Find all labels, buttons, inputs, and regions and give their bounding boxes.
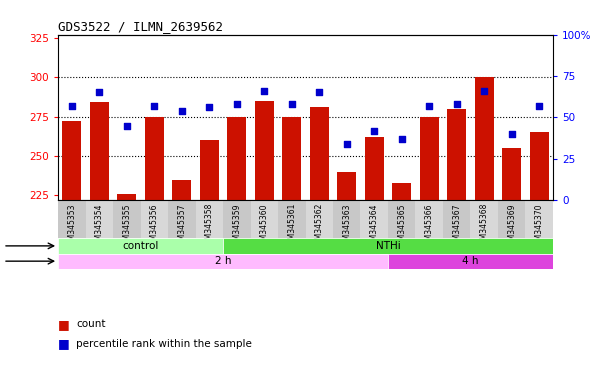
Text: ■: ■ xyxy=(58,318,70,331)
Point xyxy=(507,131,517,137)
Bar xyxy=(172,180,191,200)
Bar xyxy=(255,101,274,200)
Bar xyxy=(58,200,86,238)
Bar xyxy=(502,148,521,200)
Text: GSM345356: GSM345356 xyxy=(150,203,159,250)
Bar xyxy=(282,116,301,200)
Point xyxy=(424,103,434,109)
Bar xyxy=(200,140,219,200)
Bar xyxy=(475,77,494,200)
Text: GSM345369: GSM345369 xyxy=(507,203,516,250)
Text: GSM345357: GSM345357 xyxy=(177,203,186,250)
Point xyxy=(67,103,77,109)
Bar xyxy=(420,116,439,200)
Text: GDS3522 / ILMN_2639562: GDS3522 / ILMN_2639562 xyxy=(58,20,223,33)
Text: ■: ■ xyxy=(58,337,70,350)
Point xyxy=(95,89,104,96)
Text: GSM345362: GSM345362 xyxy=(315,203,324,250)
Bar xyxy=(223,200,251,238)
Text: GSM345366: GSM345366 xyxy=(425,203,434,250)
Bar xyxy=(62,121,81,200)
Text: GSM345355: GSM345355 xyxy=(122,203,131,250)
Bar xyxy=(360,200,388,238)
Point xyxy=(342,141,352,147)
Text: GSM345363: GSM345363 xyxy=(342,203,351,250)
Bar xyxy=(530,132,549,200)
Text: count: count xyxy=(76,319,106,329)
Point xyxy=(232,101,242,107)
Bar xyxy=(447,109,466,200)
Text: GSM345370: GSM345370 xyxy=(535,203,544,250)
Text: GSM345367: GSM345367 xyxy=(452,203,461,250)
Bar xyxy=(498,200,525,238)
Text: control: control xyxy=(122,241,159,251)
Bar xyxy=(141,200,168,238)
Text: GSM345365: GSM345365 xyxy=(397,203,406,250)
Point xyxy=(122,122,132,129)
Text: GSM345359: GSM345359 xyxy=(232,203,241,250)
Bar xyxy=(227,116,246,200)
Point xyxy=(452,101,462,107)
Text: GSM345353: GSM345353 xyxy=(67,203,76,250)
Point xyxy=(480,88,489,94)
Bar xyxy=(306,200,333,238)
Text: GSM345368: GSM345368 xyxy=(480,203,489,250)
Bar xyxy=(251,200,278,238)
Bar xyxy=(58,253,388,269)
Point xyxy=(204,104,214,111)
Bar xyxy=(278,200,306,238)
Bar xyxy=(388,253,553,269)
Text: GSM345361: GSM345361 xyxy=(287,203,296,250)
Bar xyxy=(525,200,553,238)
Text: GSM345354: GSM345354 xyxy=(95,203,104,250)
Bar xyxy=(443,200,470,238)
Bar xyxy=(223,238,553,253)
Bar xyxy=(196,200,223,238)
Point xyxy=(287,101,297,107)
Bar xyxy=(86,200,113,238)
Point xyxy=(369,127,379,134)
Bar xyxy=(333,200,360,238)
Point xyxy=(315,89,324,96)
Bar xyxy=(58,238,223,253)
Bar xyxy=(365,137,384,200)
Text: 4 h: 4 h xyxy=(462,256,479,266)
Text: GSM345364: GSM345364 xyxy=(370,203,379,250)
Text: GSM345360: GSM345360 xyxy=(260,203,269,250)
Bar xyxy=(337,172,356,200)
Bar xyxy=(388,200,415,238)
Point xyxy=(149,103,159,109)
Bar xyxy=(310,107,329,200)
Point xyxy=(397,136,407,142)
Bar xyxy=(90,102,109,200)
Text: 2 h: 2 h xyxy=(214,256,232,266)
Bar xyxy=(392,183,411,200)
Point xyxy=(177,108,187,114)
Point xyxy=(259,88,269,94)
Bar xyxy=(145,116,164,200)
Text: percentile rank within the sample: percentile rank within the sample xyxy=(76,339,252,349)
Text: NTHi: NTHi xyxy=(376,241,400,251)
Text: GSM345358: GSM345358 xyxy=(205,203,214,250)
Bar xyxy=(117,194,136,200)
Bar xyxy=(415,200,443,238)
Bar xyxy=(168,200,196,238)
Bar xyxy=(470,200,498,238)
Point xyxy=(534,103,544,109)
Bar xyxy=(113,200,141,238)
